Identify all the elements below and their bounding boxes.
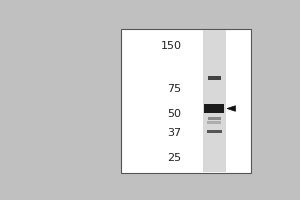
Polygon shape [227, 106, 236, 111]
Bar [207, 121, 221, 124]
Bar [207, 130, 222, 133]
Text: 50: 50 [168, 109, 182, 119]
Text: 25: 25 [167, 153, 182, 163]
Text: 150: 150 [161, 41, 182, 51]
Bar [202, 30, 226, 172]
Text: 75: 75 [167, 84, 182, 94]
Text: 37: 37 [167, 128, 182, 138]
Bar [208, 117, 220, 120]
Bar [204, 104, 224, 113]
Bar [208, 76, 220, 80]
Bar [121, 29, 251, 173]
